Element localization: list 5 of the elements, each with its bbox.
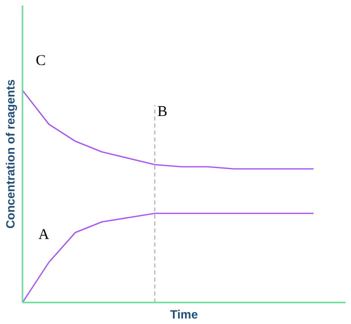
annotation: B (157, 104, 168, 120)
y-axis-title: Concentration of reagents (4, 79, 18, 229)
x-axis-title: Time (170, 308, 198, 322)
annotation: A (38, 227, 50, 244)
text: C (36, 53, 46, 70)
